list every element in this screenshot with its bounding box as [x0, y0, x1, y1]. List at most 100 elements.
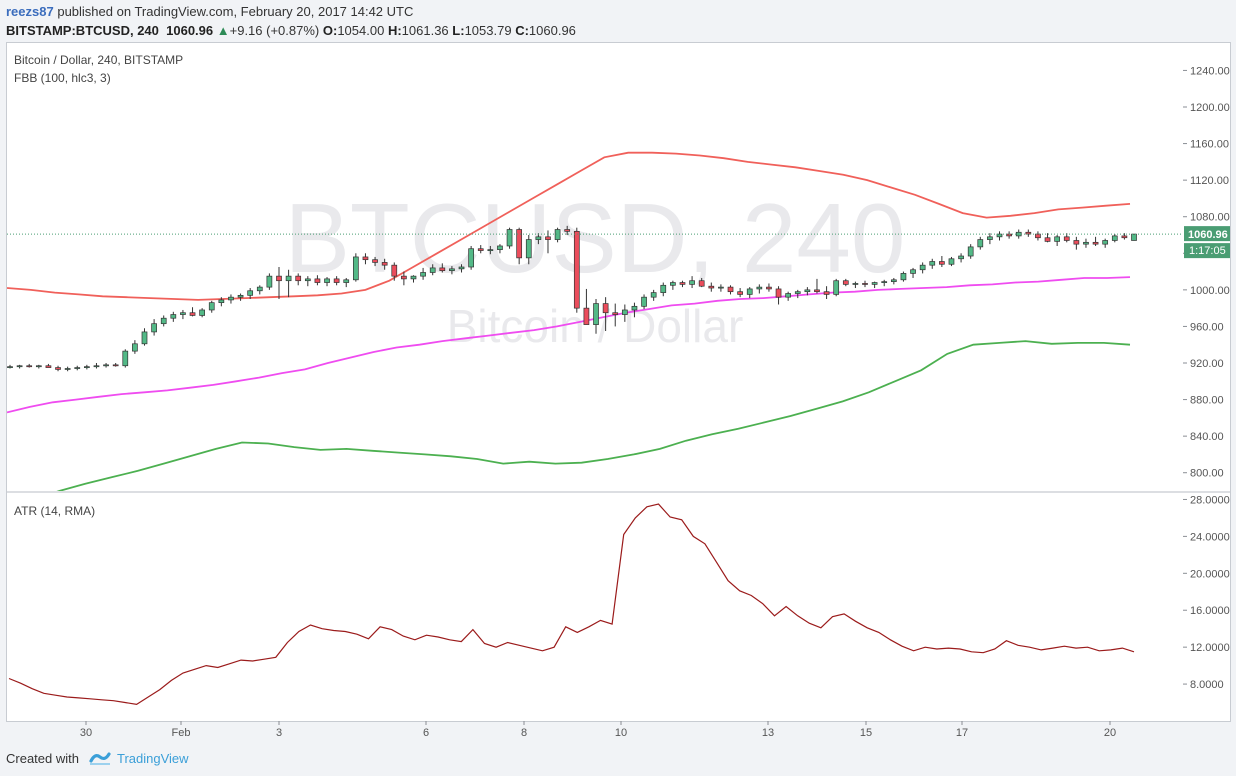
candle-body — [929, 261, 936, 266]
candle-body — [64, 368, 71, 370]
atr-plot — [8, 503, 1135, 706]
price-axis-tick: 800.00 — [1190, 468, 1224, 480]
atr-axis-tick: 16.0000 — [1190, 605, 1230, 617]
band-line-upper — [7, 151, 1131, 301]
candle-body — [103, 364, 109, 367]
candle-body — [218, 299, 225, 304]
candle-body — [141, 331, 148, 345]
candle-body — [477, 248, 484, 251]
candle-body — [708, 285, 715, 289]
candle-body — [833, 280, 840, 295]
change-up-icon: ▲ — [216, 23, 230, 38]
candle-body — [583, 307, 590, 325]
price-axis-tick: 1120.00 — [1190, 175, 1229, 187]
high-value: 1061.36 — [401, 23, 449, 38]
price-tag: 1060.96 — [1188, 229, 1228, 241]
candle-body — [228, 296, 234, 301]
price-axis-panel[interactable] — [1183, 42, 1231, 722]
candle-body — [199, 309, 205, 316]
high-label: H: — [387, 23, 402, 38]
candle-body — [525, 239, 532, 259]
author-link[interactable]: reezs87 — [6, 4, 54, 19]
candle-body — [122, 350, 129, 367]
price-axis-tick: 1200.00 — [1190, 102, 1230, 114]
quote-line: BITSTAMP:BTCUSD, 240 1060.96 ▲+9.16 (+0.… — [6, 23, 576, 38]
candle-body — [458, 266, 465, 270]
candle-body — [487, 249, 494, 251]
candle-body — [74, 367, 81, 369]
open-label: O: — [322, 23, 338, 38]
candle-body — [679, 282, 686, 285]
symbol-label[interactable]: BITSTAMP:BTCUSD, 240 — [6, 23, 159, 38]
candle-body — [506, 229, 513, 247]
candle-body — [497, 245, 503, 250]
candle-body — [660, 284, 667, 293]
candle-body — [7, 366, 13, 369]
candle-body — [1054, 236, 1060, 242]
candle-body — [362, 256, 369, 261]
candle-body — [266, 275, 273, 288]
candle-body — [746, 288, 753, 295]
time-axis-tick: 10 — [615, 727, 627, 739]
candle-body — [612, 312, 619, 315]
candle-body — [391, 264, 398, 277]
candle-body — [55, 367, 61, 370]
price-axis-tick: 1160.00 — [1190, 139, 1229, 151]
candle-body — [670, 282, 676, 286]
chart-frame[interactable] — [6, 42, 1184, 722]
candle-body — [910, 269, 916, 274]
countdown-tag: 1:17:05 — [1189, 245, 1226, 257]
price-axis-tick: 960.00 — [1190, 321, 1224, 333]
candle-body — [516, 229, 523, 259]
candle-body — [304, 278, 311, 282]
candle-body — [852, 283, 859, 285]
candle-body — [766, 286, 772, 290]
candle-body — [602, 303, 609, 314]
countdown-tag-bg — [1184, 243, 1230, 259]
candle-body — [862, 283, 868, 285]
footer: Created with TradingView — [0, 742, 1236, 776]
candle-body — [449, 268, 455, 272]
candle-body — [314, 278, 321, 283]
time-axis-tick: 8 — [521, 727, 527, 739]
tradingview-brand-link[interactable]: TradingView — [117, 751, 189, 766]
candle-body — [429, 267, 436, 273]
candle-body — [535, 236, 542, 240]
price-axis-tick: 1000.00 — [1190, 285, 1230, 297]
price-axis-tick: 1240.00 — [1190, 65, 1230, 77]
candle-body — [439, 267, 446, 272]
candle-body — [381, 262, 388, 266]
price-axis-tick: 920.00 — [1190, 358, 1224, 370]
candle-body — [1025, 231, 1032, 235]
candle-body — [1092, 241, 1099, 245]
candle-body — [285, 275, 292, 282]
candle-body — [698, 280, 705, 287]
price-axis-tick: 880.00 — [1190, 395, 1224, 407]
candle-body — [967, 246, 974, 257]
candle-body — [35, 365, 42, 368]
candle-body — [401, 275, 407, 280]
candle-body — [45, 365, 52, 368]
indicator-label: FBB (100, hlc3, 3) — [14, 71, 111, 85]
change-value: +9.16 (+0.87%) — [229, 23, 320, 38]
candle-body — [1102, 240, 1109, 245]
low-value: 1053.79 — [464, 23, 512, 38]
candle-body — [237, 294, 244, 298]
band-line-lower — [56, 340, 1131, 491]
candle-body — [794, 291, 801, 294]
candle-body — [890, 279, 897, 282]
price-axis-tick: 840.00 — [1190, 431, 1224, 443]
candle-body — [410, 275, 417, 280]
atr-line — [8, 503, 1135, 706]
candle-body — [295, 275, 302, 282]
candle-body — [756, 286, 763, 290]
time-axis-tick: 6 — [423, 727, 429, 739]
time-axis-tick: 15 — [860, 727, 872, 739]
low-label: L: — [452, 23, 465, 38]
candle-body — [727, 286, 734, 293]
time-axis-tick: 30 — [80, 727, 92, 739]
header-bar: reezs87 published on TradingView.com, Fe… — [0, 0, 1236, 42]
candle-body — [814, 289, 820, 293]
publish-text: published on TradingView.com, February 2… — [57, 4, 414, 19]
